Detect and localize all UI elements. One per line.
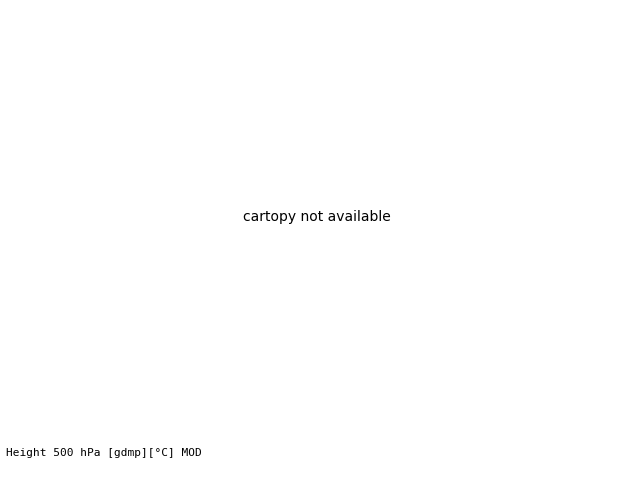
Text: cartopy not available: cartopy not available: [243, 210, 391, 224]
Text: Height 500 hPa [gdmp][°C] MOD: Height 500 hPa [gdmp][°C] MOD: [6, 448, 202, 458]
